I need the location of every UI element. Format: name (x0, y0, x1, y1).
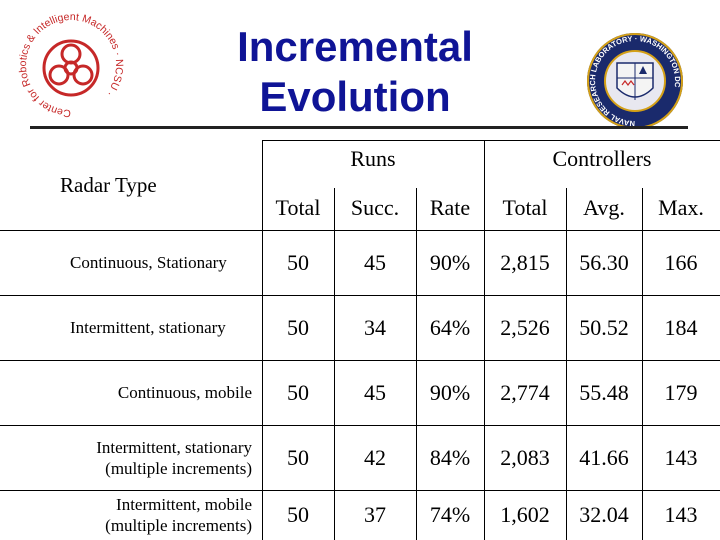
table-cell: 45 (364, 379, 386, 405)
table-cell: 50 (287, 249, 309, 275)
table-cell: 50 (287, 379, 309, 405)
table-cell: 32.04 (579, 502, 629, 527)
col-header-runs-total: Total (275, 195, 321, 220)
table-cell: 90% (429, 379, 471, 405)
table-cell: 42 (364, 444, 386, 470)
grid-line (262, 140, 263, 540)
table-cell: 166 (664, 249, 698, 275)
grid-line (0, 425, 720, 426)
table-cell: 55.48 (579, 379, 629, 405)
table-cell: 143 (664, 502, 698, 527)
title-line-2: Evolution (259, 73, 451, 120)
row-label: Continuous, mobile (117, 383, 252, 402)
table-cell: 41.66 (579, 444, 629, 470)
table-cell: 143 (664, 444, 698, 470)
col-header-rate: Rate (429, 195, 471, 220)
grid-line (0, 230, 720, 231)
table-cell: 50 (287, 444, 309, 470)
table-cell: 50 (287, 314, 309, 340)
col-header-ctrl-total: Total (502, 195, 548, 220)
triskelion-icon (42, 39, 100, 97)
table-cell: 56.30 (579, 249, 629, 275)
slide-title: Incremental Evolution (200, 22, 510, 122)
table-cell: 50.52 (579, 314, 629, 340)
table-cell: 37 (364, 502, 386, 527)
grid-line (334, 188, 335, 540)
table-cell: 90% (429, 249, 471, 275)
grid-line (0, 295, 720, 296)
results-table: Radar Type Runs Controllers Total Succ. … (0, 130, 720, 540)
table-cell: 74% (429, 502, 471, 527)
table-cell: 184 (664, 314, 698, 340)
grid-line (642, 188, 643, 540)
table-cell: 34 (364, 314, 386, 340)
table-cell: 2,815 (500, 249, 550, 275)
table-cell: 1,602 (500, 502, 550, 527)
crim-logo: Center for Robotics & Intelligent Machin… (17, 11, 125, 119)
table-cell: 2,774 (500, 379, 550, 405)
row-label: Continuous, Stationary (70, 253, 227, 272)
grid-line (484, 140, 485, 540)
title-line-1: Incremental (237, 23, 473, 70)
col-header-max: Max. (658, 195, 704, 220)
table-cell: 2,083 (500, 444, 550, 470)
table-cell: 179 (664, 379, 698, 405)
row-label: Intermittent, stationary (multiple incre… (96, 437, 252, 478)
col-header-succ: Succ. (350, 195, 400, 220)
corner-label: Radar Type (60, 172, 157, 197)
shield-icon (616, 62, 654, 100)
table-cell: 64% (429, 314, 471, 340)
table-cell: 84% (429, 444, 471, 470)
group-header-runs: Runs (350, 146, 396, 171)
logo-left-text: Center for Robotics & Intelligent Machin… (17, 11, 125, 119)
table-cell: 2,526 (500, 314, 550, 340)
group-header-controllers: Controllers (552, 146, 652, 171)
col-header-avg: Avg. (583, 195, 625, 220)
grid-line (0, 360, 720, 361)
grid-line (416, 188, 417, 540)
table-cell: 45 (364, 249, 386, 275)
row-label: Intermittent, mobile (multiple increment… (105, 495, 252, 535)
nrl-logo: NAVAL RESEARCH LABORATORY · WASHINGTON D… (587, 33, 683, 129)
title-underline (30, 126, 688, 129)
grid-line (262, 140, 720, 141)
grid-line (566, 188, 567, 540)
row-label: Intermittent, stationary (70, 318, 226, 337)
table-cell: 50 (287, 502, 309, 527)
grid-line (0, 490, 720, 491)
